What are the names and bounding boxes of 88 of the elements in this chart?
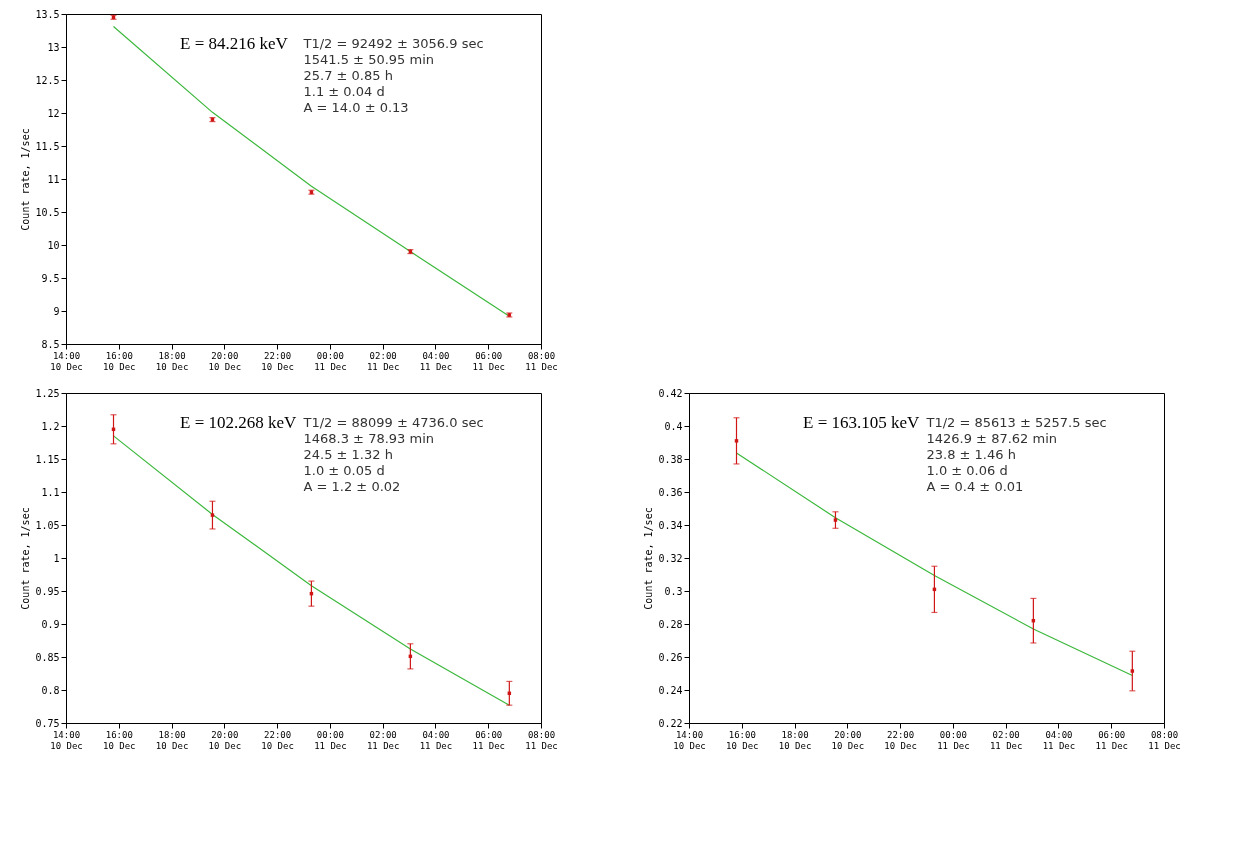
x-tick-label: 00:00 11 Dec — [314, 350, 347, 372]
annotation: 24.5 ± 1.32 h — [303, 446, 393, 462]
y-tick-label: 0.42 — [658, 387, 683, 399]
y-tick-label: 0.8 — [41, 684, 60, 696]
x-tick-label: 16:00 10 Dec — [103, 729, 136, 751]
annotation: 1.0 ± 0.05 d — [303, 462, 385, 478]
x-tick-label: 18:00 10 Dec — [155, 350, 189, 372]
y-tick-label: 12 — [47, 107, 60, 119]
annotation: T1/2 = 85613 ± 5257.5 sec — [925, 414, 1107, 430]
y-tick-label: 10 — [47, 239, 60, 251]
y-tick-label: 0.4 — [664, 420, 683, 432]
y-tick-label: 13.5 — [35, 8, 60, 20]
annotation: A = 1.2 ± 0.02 — [303, 478, 401, 494]
x-tick-label: 02:00 11 Dec — [989, 729, 1023, 751]
x-tick-label: 18:00 10 Dec — [155, 729, 189, 751]
y-tick-label: 11.5 — [35, 140, 60, 152]
x-tick-label: 06:00 11 Dec — [472, 729, 505, 751]
annotation: E = 102.268 keV — [180, 412, 298, 432]
annotation: A = 0.4 ± 0.01 — [926, 478, 1024, 494]
x-tick-label: 00:00 11 Dec — [937, 729, 970, 751]
y-tick-label: 8.5 — [41, 338, 60, 350]
y-tick-label: 9.5 — [41, 272, 60, 284]
y-tick-label: 1.1 — [41, 486, 60, 498]
y-tick-label: 1.2 — [41, 420, 60, 432]
annotation: 1.0 ± 0.06 d — [926, 462, 1008, 478]
y-tick-label: 0.28 — [658, 618, 683, 630]
annotation: 1468.3 ± 78.93 min — [303, 430, 435, 446]
y-tick-label: 0.9 — [41, 618, 60, 630]
point — [833, 518, 838, 522]
y-tick-label: 0.32 — [658, 552, 683, 564]
point — [1130, 669, 1135, 673]
x-tick-label: 16:00 10 Dec — [103, 350, 136, 372]
y-tick-label: 13 — [47, 41, 60, 53]
x-tick-label: 14:00 10 Dec — [673, 729, 706, 751]
x-tick-label: 22:00 10 Dec — [884, 729, 917, 751]
x-tick-label: 22:00 10 Dec — [261, 350, 294, 372]
y-tick-label: 0.36 — [658, 486, 683, 498]
x-tick-label: 06:00 11 Dec — [1095, 729, 1128, 751]
x-tick-label: 04:00 11 Dec — [1042, 729, 1076, 751]
x-tick-label: 22:00 10 Dec — [261, 729, 294, 751]
x-tick-label: 20:00 10 Dec — [831, 729, 865, 751]
y-tick-label: 0.38 — [658, 453, 683, 465]
x-tick-label: 04:00 11 Dec — [419, 729, 453, 751]
annotation: 1426.9 ± 87.62 min — [926, 430, 1058, 446]
y-axis-title: Count rate, 1/sec — [20, 128, 32, 231]
x-tick-label: 14:00 10 Dec — [50, 729, 83, 751]
x-tick-label: 02:00 11 Dec — [366, 350, 400, 372]
y-tick-label: 1.25 — [35, 387, 60, 399]
x-tick-label: 06:00 11 Dec — [472, 350, 505, 372]
point — [734, 439, 739, 443]
y-tick-label: 10.5 — [35, 206, 60, 218]
x-tick-label: 14:00 10 Dec — [50, 350, 83, 372]
annotation: T1/2 = 88099 ± 4736.0 sec — [302, 414, 484, 430]
annotation: E = 84.216 keV — [180, 33, 289, 53]
x-tick-label: 08:00 11 Dec — [1148, 729, 1181, 751]
annotation: 1541.5 ± 50.95 min — [303, 51, 435, 67]
x-tick-label: 04:00 11 Dec — [419, 350, 453, 372]
y-tick-label: 0.85 — [35, 651, 60, 663]
y-tick-label: 0.24 — [658, 684, 683, 696]
annotation: T1/2 = 92492 ± 3056.9 sec — [302, 35, 484, 51]
annotation: A = 14.0 ± 0.13 — [303, 99, 409, 115]
point — [210, 513, 215, 517]
y-tick-label: 0.75 — [35, 717, 60, 729]
x-tick-label: 08:00 11 Dec — [525, 729, 558, 751]
y-tick-label: 0.26 — [658, 651, 683, 663]
y-tick-label: 0.3 — [664, 585, 683, 597]
y-tick-label: 12.5 — [35, 74, 60, 86]
x-tick-label: 18:00 10 Dec — [778, 729, 812, 751]
y-tick-label: 11 — [47, 173, 60, 185]
x-tick-label: 08:00 11 Dec — [525, 350, 558, 372]
x-tick-label: 02:00 11 Dec — [366, 729, 400, 751]
y-axis-title: Count rate, 1/sec — [643, 507, 655, 610]
annotation: 23.8 ± 1.46 h — [926, 446, 1016, 462]
x-tick-label: 16:00 10 Dec — [726, 729, 759, 751]
x-tick-label: 20:00 10 Dec — [208, 350, 242, 372]
y-tick-label: 9 — [53, 305, 60, 317]
y-tick-label: 0.34 — [658, 519, 683, 531]
y-tick-label: 1 — [53, 552, 60, 564]
x-tick-label: 00:00 11 Dec — [314, 729, 347, 751]
y-tick-label: 1.05 — [35, 519, 60, 531]
annotation: E = 163.105 keV — [803, 412, 921, 432]
annotation: 1.1 ± 0.04 d — [303, 83, 385, 99]
y-tick-label: 1.15 — [35, 453, 60, 465]
x-tick-label: 20:00 10 Dec — [208, 729, 242, 751]
y-axis-title: Count rate, 1/sec — [20, 507, 32, 610]
y-tick-label: 0.22 — [658, 717, 683, 729]
y-tick-label: 0.95 — [35, 585, 60, 597]
annotation: 25.7 ± 0.85 h — [303, 67, 393, 83]
